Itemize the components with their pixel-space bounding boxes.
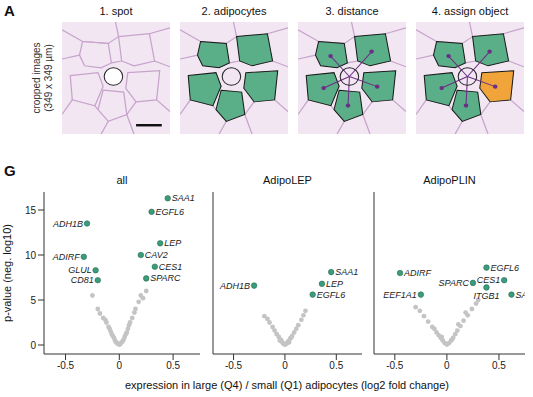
svg-text:A: A	[8, 2, 15, 19]
svg-text:GLUL: GLUL	[68, 265, 92, 275]
svg-text:0.5: 0.5	[492, 360, 506, 371]
svg-text:ADH1B: ADH1B	[52, 219, 83, 229]
svg-text:3. distance: 3. distance	[325, 5, 378, 17]
svg-text:SAA1: SAA1	[172, 193, 195, 203]
svg-text:4. assign object: 4. assign object	[432, 5, 508, 17]
svg-text:SPARC: SPARC	[150, 273, 181, 283]
svg-text:0: 0	[444, 360, 450, 371]
svg-text:cropped images: cropped images	[31, 42, 42, 113]
svg-text:CES1: CES1	[159, 262, 183, 272]
svg-text:ADIRF: ADIRF	[52, 252, 81, 262]
svg-text:10: 10	[25, 250, 37, 261]
svg-text:SAA1: SAA1	[335, 267, 358, 277]
svg-text:-0.5: -0.5	[386, 360, 404, 371]
svg-text:expression in large (Q4) / sma: expression in large (Q4) / small (Q1) ad…	[125, 379, 449, 391]
svg-text:0.5: 0.5	[329, 360, 343, 371]
svg-text:0: 0	[30, 340, 36, 351]
html-text:AdipoLEP: AdipoLEP	[263, 174, 312, 186]
svg-text:1. spot: 1. spot	[99, 5, 132, 17]
svg-text:EEF1A1: EEF1A1	[383, 290, 417, 300]
svg-text:-0.5: -0.5	[225, 360, 243, 371]
svg-text:(349 x 349 µm): (349 x 349 µm)	[43, 44, 54, 111]
svg-text:LEP: LEP	[326, 279, 343, 289]
svg-text:CES1: CES1	[477, 275, 501, 285]
svg-text:SPARC: SPARC	[439, 278, 470, 288]
svg-text:G: G	[8, 162, 16, 179]
html-text:AdipoPLIN: AdipoPLIN	[423, 174, 476, 186]
svg-text:15: 15	[25, 205, 37, 216]
svg-text:0.5: 0.5	[166, 360, 180, 371]
svg-text:p-value (neg. log10): p-value (neg. log10)	[8, 224, 13, 322]
svg-text:SAA1: SAA1	[515, 290, 525, 300]
svg-text:2. adipocytes: 2. adipocytes	[202, 5, 267, 17]
svg-text:5: 5	[30, 295, 36, 306]
svg-text:EGFL6: EGFL6	[156, 207, 185, 217]
svg-text:ADH1B: ADH1B	[219, 281, 250, 291]
svg-text:LEP: LEP	[164, 238, 181, 248]
svg-text:EGFL6: EGFL6	[317, 290, 346, 300]
svg-text:0: 0	[117, 360, 123, 371]
html-text:all: all	[116, 174, 128, 186]
svg-text:EGFL6: EGFL6	[490, 263, 519, 273]
svg-text:ADIRF: ADIRF	[403, 268, 432, 278]
svg-text:ITGB1: ITGB1	[473, 291, 499, 301]
svg-text:0: 0	[282, 360, 288, 371]
svg-text:CD81: CD81	[71, 275, 94, 285]
svg-text:-0.5: -0.5	[57, 360, 75, 371]
svg-text:CAV2: CAV2	[145, 250, 168, 260]
